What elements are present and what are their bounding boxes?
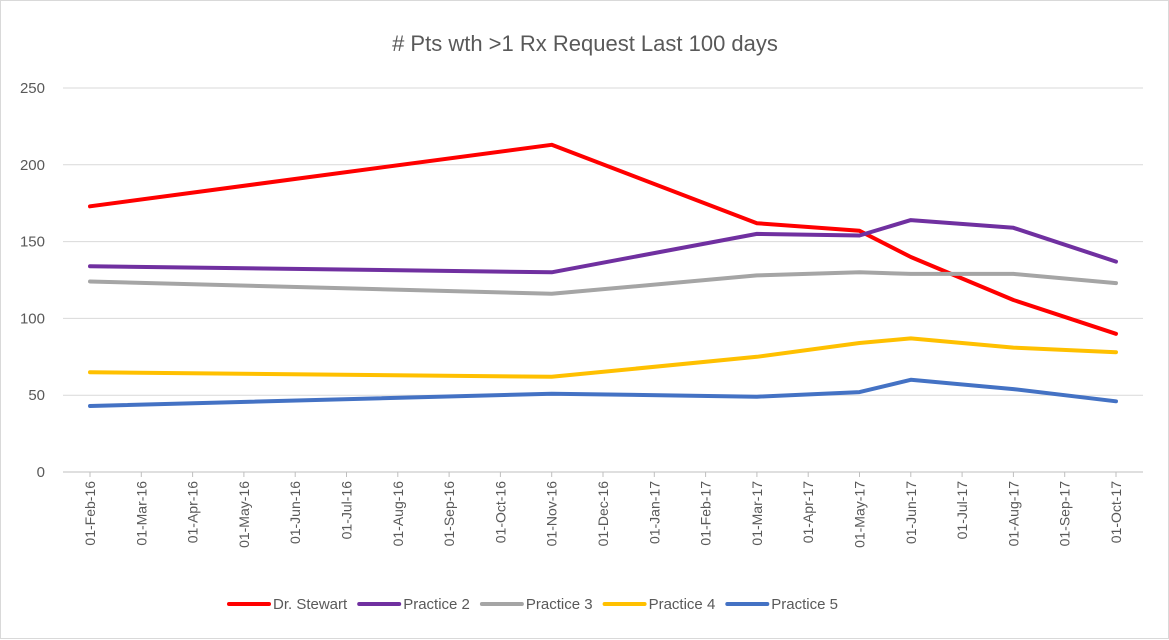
x-tick-label: 01-Aug-17 [1005, 481, 1021, 547]
x-tick-label: 01-May-16 [236, 481, 252, 548]
x-tick-label: 01-Sep-17 [1057, 481, 1073, 547]
y-tick-label: 250 [20, 80, 45, 97]
x-tick-label: 01-Jan-17 [646, 481, 662, 544]
legend-item: Practice 5 [725, 596, 838, 613]
x-tick-label: 01-Oct-16 [492, 481, 508, 543]
series-lines [88, 142, 1118, 408]
legend-item: Dr. Stewart [227, 596, 348, 613]
x-tick-label: 01-Apr-17 [800, 481, 816, 543]
legend-label: Practice 3 [526, 596, 593, 613]
legend-label: Practice 2 [403, 596, 470, 613]
x-tick-label: 01-Apr-16 [185, 481, 201, 543]
legend-label: Dr. Stewart [273, 596, 348, 613]
legend-label: Practice 5 [771, 596, 838, 613]
legend-item: Practice 3 [479, 596, 593, 613]
gridlines [63, 87, 1143, 473]
x-tick-label: 01-Mar-17 [749, 481, 765, 546]
y-tick-label: 0 [37, 464, 45, 481]
x-axis-ticks: 01-Feb-16 01-Mar-16 01-Apr-16 01-May-16 01-J… [82, 472, 1124, 548]
x-tick-label: 01-Jul-16 [339, 481, 355, 540]
x-tick-label: 01-May-17 [852, 481, 868, 548]
x-tick-label: 01-Feb-17 [698, 481, 714, 546]
y-tick-label: 150 [20, 234, 45, 251]
x-tick-label: 01-Jul-17 [954, 481, 970, 540]
x-tick-label: 01-Jun-17 [903, 481, 919, 544]
x-tick-label: 01-Mar-16 [133, 481, 149, 546]
legend-item: Practice 4 [602, 596, 716, 613]
y-tick-label: 200 [20, 157, 45, 174]
series-line [88, 218, 1118, 275]
series-line [88, 270, 1118, 296]
x-tick-label: 01-Sep-16 [441, 481, 457, 547]
legend: Dr. Stewart Practice 2 Practice 3 Practice … [227, 596, 838, 613]
chart-title: # Pts wth >1 Rx Request Last 100 days [392, 31, 778, 56]
x-tick-label: 01-Aug-16 [390, 481, 406, 547]
legend-item: Practice 2 [357, 596, 470, 613]
y-tick-label: 100 [20, 310, 45, 327]
series-line [88, 377, 1118, 408]
series-line [88, 336, 1118, 379]
x-tick-label: 01-Feb-16 [82, 481, 98, 546]
x-tick-label: 01-Nov-16 [544, 481, 560, 547]
legend-label: Practice 4 [649, 596, 716, 613]
y-tick-label: 50 [28, 387, 45, 404]
x-tick-label: 01-Dec-16 [595, 481, 611, 547]
x-tick-label: 01-Jun-16 [287, 481, 303, 544]
x-tick-label: 01-Oct-17 [1108, 481, 1124, 543]
y-axis-ticks: 0 50 100 150 200 250 [20, 80, 45, 481]
series-line [88, 142, 1118, 336]
